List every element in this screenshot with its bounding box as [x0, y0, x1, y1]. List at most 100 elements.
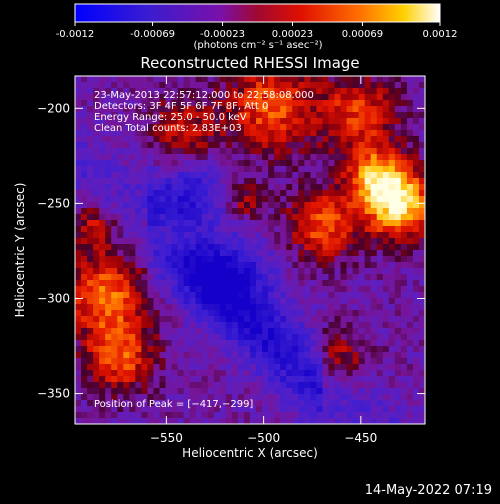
heatmap-cell — [237, 298, 245, 305]
heatmap-cell — [340, 190, 348, 197]
heatmap-cell — [382, 262, 390, 269]
heatmap-cell — [117, 154, 124, 161]
heatmap-cell — [117, 328, 124, 335]
heatmap-cell — [99, 310, 106, 317]
heatmap-cell — [195, 184, 203, 191]
heatmap-cell — [99, 166, 106, 173]
heatmap-cell — [123, 400, 130, 407]
heatmap-cell — [316, 370, 324, 377]
heatmap-cell — [274, 226, 281, 233]
heatmap-cell — [400, 352, 408, 359]
heatmap-cell — [207, 178, 215, 185]
heatmap-cell — [213, 346, 221, 353]
heatmap-cell — [165, 130, 173, 137]
heatmap-cell — [304, 316, 311, 323]
heatmap-cell — [135, 406, 142, 413]
heatmap-cell — [207, 346, 215, 353]
heatmap-cell — [81, 214, 88, 221]
heatmap-cell — [286, 178, 293, 185]
heatmap-cell — [159, 346, 167, 353]
heatmap-cell — [87, 268, 94, 275]
heatmap-cell — [382, 322, 390, 329]
heatmap-cell — [87, 220, 94, 227]
heatmap-cell — [298, 124, 305, 131]
heatmap-cell — [141, 286, 149, 293]
heatmap-cell — [322, 310, 330, 317]
heatmap-cell — [81, 280, 88, 287]
heatmap-cell — [316, 382, 324, 389]
heatmap-cell — [147, 82, 155, 89]
heatmap-cell — [219, 196, 227, 203]
heatmap-cell — [207, 94, 215, 101]
heatmap-cell — [189, 262, 197, 269]
heatmap-cell — [280, 238, 287, 245]
heatmap-cell — [304, 142, 311, 149]
colorbar-tick-label: -0.0012 — [56, 29, 95, 40]
heatmap-cell — [171, 346, 179, 353]
heatmap-cell — [262, 268, 269, 275]
heatmap-cell — [87, 124, 94, 131]
heatmap-cell — [111, 94, 118, 101]
heatmap-cell — [243, 94, 251, 101]
heatmap-cell — [195, 382, 203, 389]
heatmap-cell — [340, 244, 348, 251]
heatmap-cell — [346, 148, 354, 155]
heatmap-cell — [358, 250, 366, 257]
heatmap-cell — [358, 292, 366, 299]
heatmap-cell — [298, 316, 305, 323]
heatmap-cell — [316, 190, 324, 197]
heatmap-cell — [376, 256, 384, 263]
heatmap-cell — [177, 256, 185, 263]
footer-timestamp: 14-May-2022 07:19 — [365, 483, 492, 498]
heatmap-cell — [250, 136, 257, 143]
heatmap-cell — [123, 358, 130, 365]
heatmap-cell — [376, 292, 384, 299]
heatmap-cell — [243, 178, 251, 185]
heatmap-cell — [237, 406, 245, 413]
heatmap-cell — [298, 178, 305, 185]
heatmap-cell — [400, 232, 408, 239]
heatmap-cell — [262, 328, 269, 335]
heatmap-cell — [117, 118, 124, 125]
heatmap-cell — [159, 364, 167, 371]
heatmap-cell — [418, 250, 425, 257]
heatmap-cell — [237, 376, 245, 383]
heatmap-cell — [231, 376, 239, 383]
heatmap-cell — [346, 178, 354, 185]
heatmap-cell — [183, 298, 191, 305]
heatmap-cell — [370, 118, 378, 125]
heatmap-cell — [280, 274, 287, 281]
heatmap-cell — [183, 190, 191, 197]
heatmap-cell — [75, 358, 82, 365]
heatmap-cell — [93, 232, 100, 239]
heatmap-cell — [219, 160, 227, 167]
heatmap-cell — [400, 256, 408, 263]
heatmap-cell — [262, 184, 269, 191]
heatmap-cell — [81, 196, 88, 203]
heatmap-cell — [81, 124, 88, 131]
heatmap-cell — [274, 208, 281, 215]
heatmap-cell — [316, 118, 324, 125]
y-tick-label: −300 — [37, 291, 70, 305]
heatmap-cell — [382, 208, 390, 215]
heatmap-cell — [412, 376, 420, 383]
heatmap-cell — [286, 220, 293, 227]
heatmap-cell — [418, 286, 425, 293]
heatmap-cell — [153, 322, 161, 329]
heatmap-cell — [171, 406, 179, 413]
heatmap-cell — [376, 118, 384, 125]
heatmap-cell — [93, 130, 100, 137]
heatmap-cell — [280, 124, 287, 131]
heatmap-cell — [400, 382, 408, 389]
heatmap-cell — [177, 328, 185, 335]
heatmap-cell — [141, 184, 149, 191]
heatmap-cell — [310, 166, 317, 173]
heatmap-cell — [243, 382, 251, 389]
heatmap-cell — [298, 76, 305, 83]
heatmap-cell — [165, 346, 173, 353]
heatmap-cell — [165, 172, 173, 179]
heatmap-cell — [298, 310, 305, 317]
heatmap-cell — [298, 154, 305, 161]
heatmap-cell — [400, 364, 408, 371]
heatmap-cell — [129, 412, 136, 419]
